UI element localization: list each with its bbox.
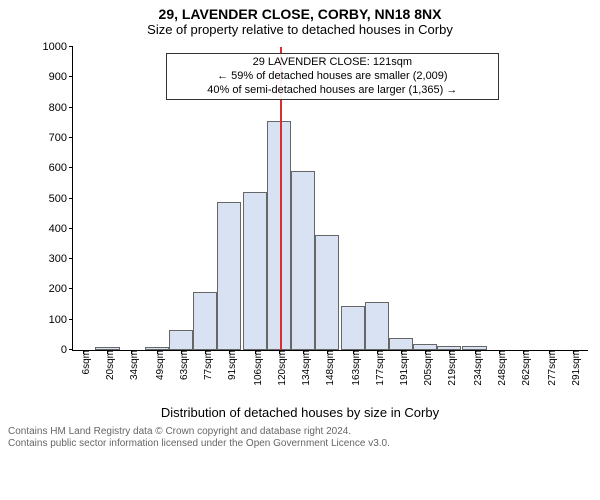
y-tick-mark xyxy=(69,198,73,199)
y-tick-label: 500 xyxy=(49,193,73,205)
x-tick-label: 6sqm xyxy=(79,350,92,374)
histogram-bar xyxy=(193,292,218,350)
histogram-bar xyxy=(315,235,340,350)
x-tick-label: 134sqm xyxy=(299,350,312,386)
y-tick-mark xyxy=(69,349,73,350)
histogram-bar xyxy=(365,302,390,350)
annotation-box: 29 LAVENDER CLOSE: 121sqm← 59% of detach… xyxy=(166,53,499,100)
x-tick-label: 219sqm xyxy=(445,350,458,386)
y-tick-label: 800 xyxy=(49,102,73,114)
histogram-bar xyxy=(389,338,414,350)
histogram-bar xyxy=(243,192,268,350)
y-tick-label: 700 xyxy=(49,132,73,144)
x-tick-label: 91sqm xyxy=(225,350,238,380)
plot-area: 010020030040050060070080090010006sqm20sq… xyxy=(72,47,588,351)
x-tick-label: 120sqm xyxy=(275,350,288,386)
x-tick-label: 248sqm xyxy=(495,350,508,386)
y-tick-label: 0 xyxy=(61,344,73,356)
y-tick-label: 400 xyxy=(49,223,73,235)
histogram-chart: Number of detached properties 0100200300… xyxy=(48,41,588,401)
x-tick-label: 20sqm xyxy=(103,350,116,380)
histogram-bar xyxy=(217,202,242,350)
footer-line-2: Contains public sector information licen… xyxy=(8,438,592,450)
x-tick-label: 291sqm xyxy=(569,350,582,386)
histogram-bar xyxy=(169,330,194,350)
y-tick-mark xyxy=(69,288,73,289)
histogram-bar xyxy=(341,306,366,350)
histogram-bar xyxy=(291,171,316,350)
y-tick-label: 900 xyxy=(49,71,73,83)
y-tick-label: 600 xyxy=(49,162,73,174)
x-tick-label: 262sqm xyxy=(519,350,532,386)
y-tick-mark xyxy=(69,107,73,108)
x-tick-label: 106sqm xyxy=(251,350,264,386)
footer-line-1: Contains HM Land Registry data © Crown c… xyxy=(8,426,592,438)
x-tick-label: 234sqm xyxy=(471,350,484,386)
footer-attribution: Contains HM Land Registry data © Crown c… xyxy=(0,420,600,450)
y-tick-mark xyxy=(69,137,73,138)
y-tick-mark xyxy=(69,76,73,77)
x-tick-label: 191sqm xyxy=(397,350,410,386)
x-tick-label: 277sqm xyxy=(545,350,558,386)
x-tick-label: 148sqm xyxy=(323,350,336,386)
annotation-line: ← 59% of detached houses are smaller (2,… xyxy=(173,70,492,84)
y-tick-mark xyxy=(69,319,73,320)
y-tick-mark xyxy=(69,228,73,229)
y-tick-mark xyxy=(69,46,73,47)
x-tick-label: 205sqm xyxy=(421,350,434,386)
x-tick-label: 163sqm xyxy=(349,350,362,386)
y-tick-label: 300 xyxy=(49,253,73,265)
x-tick-label: 63sqm xyxy=(177,350,190,380)
y-tick-mark xyxy=(69,258,73,259)
x-tick-label: 177sqm xyxy=(373,350,386,386)
page-subtitle: Size of property relative to detached ho… xyxy=(0,22,600,41)
annotation-line: 40% of semi-detached houses are larger (… xyxy=(173,84,492,98)
page-title: 29, LAVENDER CLOSE, CORBY, NN18 8NX xyxy=(0,0,600,22)
y-tick-label: 100 xyxy=(49,314,73,326)
x-tick-label: 77sqm xyxy=(201,350,214,380)
x-tick-label: 34sqm xyxy=(127,350,140,380)
annotation-line: 29 LAVENDER CLOSE: 121sqm xyxy=(173,56,492,70)
x-axis-label: Distribution of detached houses by size … xyxy=(0,405,600,420)
x-tick-label: 49sqm xyxy=(153,350,166,380)
y-tick-label: 1000 xyxy=(43,41,73,53)
y-tick-label: 200 xyxy=(49,283,73,295)
y-tick-mark xyxy=(69,167,73,168)
